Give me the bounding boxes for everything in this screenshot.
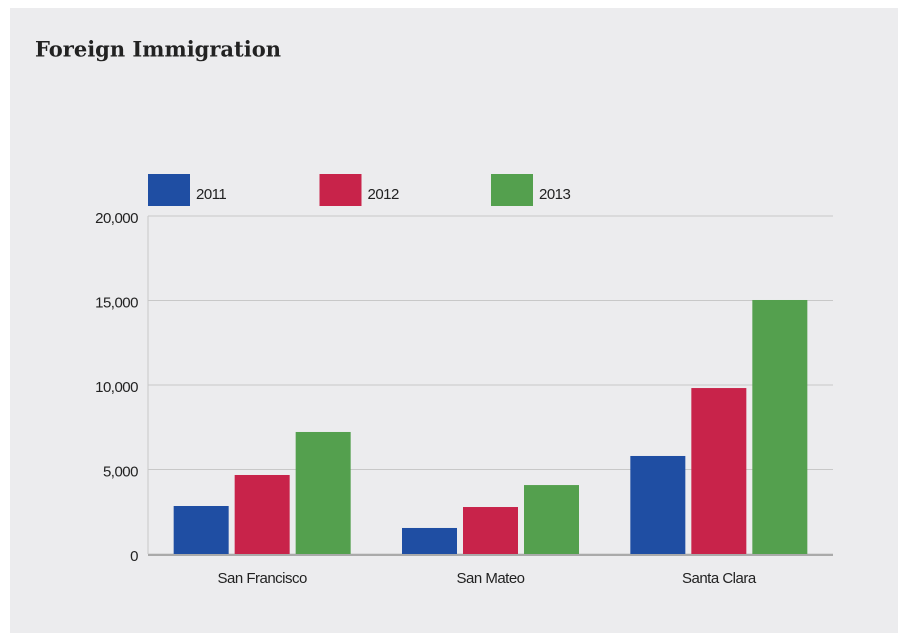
bar <box>234 474 290 554</box>
legend-swatch <box>491 174 533 206</box>
y-tick-label: 0 <box>130 548 138 565</box>
bar <box>524 485 579 554</box>
bar <box>691 388 747 554</box>
x-tick-label: Santa Clara <box>682 570 757 587</box>
bar <box>295 431 351 554</box>
x-tick-label: San Francisco <box>217 570 307 587</box>
bar <box>752 299 808 554</box>
y-tick-label: 15,000 <box>95 294 138 311</box>
y-tick-label: 20,000 <box>95 210 138 227</box>
legend-swatch <box>148 174 190 206</box>
legend-swatch <box>319 174 362 206</box>
x-tick-label: San Mateo <box>456 570 524 587</box>
legend-label: 2013 <box>539 186 571 203</box>
legend-label: 2012 <box>368 186 400 203</box>
y-tick-label: 5,000 <box>103 463 138 480</box>
bar <box>173 506 229 554</box>
bar <box>630 455 686 554</box>
bar <box>463 507 518 554</box>
legend-label: 2011 <box>196 186 226 203</box>
y-tick-label: 10,000 <box>95 379 138 396</box>
bar <box>402 527 457 554</box>
chart-title: Foreign Immigration <box>35 37 281 62</box>
